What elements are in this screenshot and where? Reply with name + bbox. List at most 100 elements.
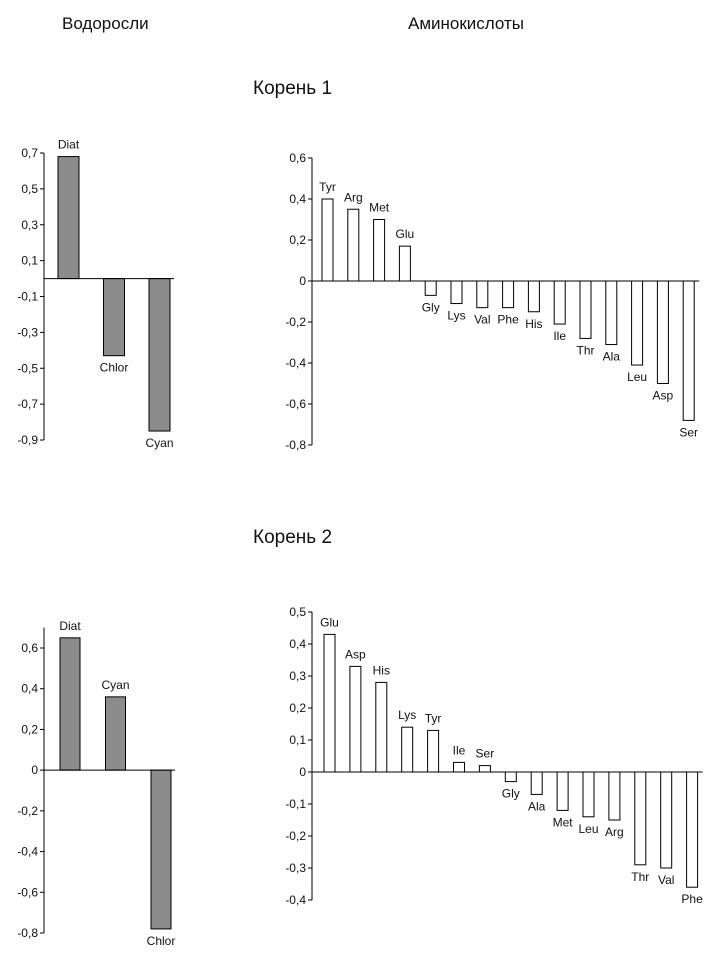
y-tick-label: -0,3 xyxy=(17,325,38,339)
y-tick-label: 0,5 xyxy=(289,605,306,619)
y-tick-label: 0 xyxy=(31,763,38,777)
y-tick-label: -0,7 xyxy=(17,397,38,411)
category-label: Lys xyxy=(398,708,416,722)
bar-arg xyxy=(608,771,621,821)
category-label: Gly xyxy=(422,300,440,314)
category-label: Phe xyxy=(497,313,519,327)
bar-ser xyxy=(682,280,695,421)
category-label: Chlor xyxy=(100,361,129,375)
category-label: Ser xyxy=(476,747,495,761)
category-label: Diat xyxy=(58,138,80,152)
bar-ala xyxy=(530,771,543,795)
category-label: Ile xyxy=(553,329,566,343)
bar-cyan xyxy=(148,278,171,432)
bar-ile xyxy=(553,280,566,325)
bar-asp xyxy=(656,280,669,384)
category-label: Asp xyxy=(653,389,674,403)
y-tick-label: 0,2 xyxy=(289,701,306,715)
y-tick-label: 0,3 xyxy=(289,669,306,683)
y-tick-label: 0,4 xyxy=(289,192,306,206)
category-label: Gly xyxy=(502,787,520,801)
y-tick-label: -0,3 xyxy=(285,861,306,875)
bar-arg xyxy=(347,208,360,282)
category-label: Ile xyxy=(453,743,466,757)
bar-met xyxy=(556,771,569,811)
category-label: Tyr xyxy=(319,180,336,194)
y-tick-label: -0,5 xyxy=(17,361,38,375)
bar-ala xyxy=(605,280,618,346)
y-tick-label: -0,2 xyxy=(285,829,306,843)
category-label: Cyan xyxy=(145,436,173,450)
category-label: Lys xyxy=(447,309,465,323)
y-tick-label: 0,3 xyxy=(21,218,38,232)
category-label: Met xyxy=(369,201,390,215)
category-label: Cyan xyxy=(101,678,129,692)
root-1-title: Корень 1 xyxy=(253,78,333,99)
bar-cyan xyxy=(105,696,126,771)
y-tick-label: 0 xyxy=(299,765,306,779)
bar-tyr xyxy=(427,729,440,773)
category-label: Thr xyxy=(631,870,649,884)
category-label: Thr xyxy=(577,343,595,357)
bar-phe xyxy=(686,771,699,888)
category-label: Ser xyxy=(679,425,698,439)
category-label: His xyxy=(373,663,390,677)
y-tick-label: 0,4 xyxy=(21,682,38,696)
bar-his xyxy=(375,681,388,773)
y-tick-label: 0,7 xyxy=(21,146,38,160)
root-2-title: Корень 2 xyxy=(253,527,333,548)
y-tick-label: -0,4 xyxy=(285,893,306,907)
y-tick-label: -0,6 xyxy=(285,397,306,411)
bar-his xyxy=(527,280,540,313)
category-label: His xyxy=(525,317,542,331)
bar-lys xyxy=(450,280,463,305)
y-tick-label: 0,5 xyxy=(21,182,38,196)
y-tick-label: 0,2 xyxy=(289,233,306,247)
bar-val xyxy=(476,280,489,309)
bar-phe xyxy=(502,280,515,309)
bar-chlor xyxy=(150,769,172,930)
category-label: Glu xyxy=(396,227,415,241)
y-tick-label: 0,6 xyxy=(21,641,38,655)
y-tick-label: -0,1 xyxy=(285,797,306,811)
bar-chlor xyxy=(103,278,125,357)
y-tick-label: -0,4 xyxy=(17,845,38,859)
category-label: Leu xyxy=(578,822,598,836)
y-tick-label: 0,1 xyxy=(289,733,306,747)
category-label: Ala xyxy=(603,350,621,364)
category-label: Phe xyxy=(681,892,703,906)
y-tick-label: 0,4 xyxy=(289,637,306,651)
category-label: Asp xyxy=(345,647,366,661)
bar-val xyxy=(660,771,673,869)
category-label: Val xyxy=(658,873,674,887)
y-tick-label: -0,2 xyxy=(17,804,38,818)
y-tick-label: 0,2 xyxy=(21,722,38,736)
category-label: Arg xyxy=(605,825,624,839)
bar-ile xyxy=(453,761,465,773)
y-tick-label: -0,8 xyxy=(285,438,306,452)
bar-lys xyxy=(401,726,414,773)
bar-leu xyxy=(631,280,644,366)
category-label: Leu xyxy=(627,370,647,384)
bar-thr xyxy=(579,280,592,339)
bar-diat xyxy=(59,637,81,771)
amino-acids-column-header: Аминокислоты xyxy=(408,14,524,33)
y-tick-label: 0,1 xyxy=(21,254,38,268)
bar-gly xyxy=(504,771,517,783)
category-label: Val xyxy=(474,313,490,327)
y-tick-label: -0,2 xyxy=(285,315,306,329)
bar-gly xyxy=(424,280,437,296)
category-label: Diat xyxy=(59,619,81,633)
y-tick-label: 0,6 xyxy=(289,151,306,165)
category-label: Ala xyxy=(528,799,546,813)
y-tick-label: -0,9 xyxy=(17,433,38,447)
bar-asp xyxy=(349,665,362,773)
category-label: Chlor xyxy=(147,934,176,948)
y-tick-label: -0,4 xyxy=(285,356,306,370)
y-tick-label: -0,8 xyxy=(17,926,38,940)
bar-diat xyxy=(57,156,80,280)
bar-leu xyxy=(582,771,595,818)
bar-tyr xyxy=(321,198,334,282)
algae-column-header: Водоросли xyxy=(62,14,149,33)
